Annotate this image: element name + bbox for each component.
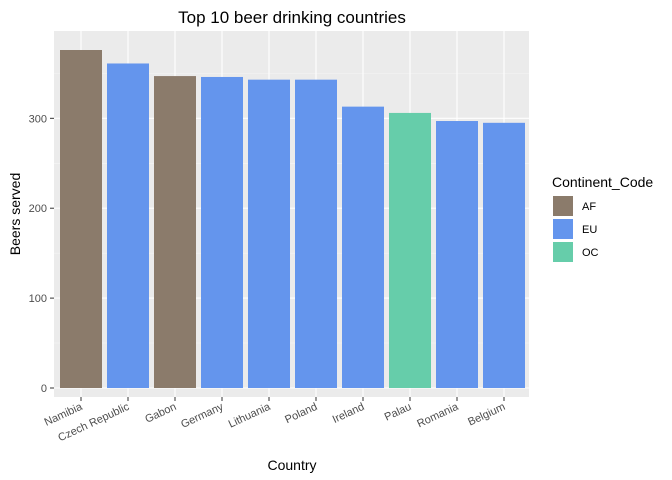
bars-group xyxy=(60,50,525,389)
legend-key-af xyxy=(553,196,573,216)
x-tick-label: Belgium xyxy=(466,401,507,429)
bar-czech-republic xyxy=(107,63,149,389)
y-tick-label: 200 xyxy=(29,203,47,215)
x-tick-label: Lithuania xyxy=(227,400,273,430)
y-tick-label: 100 xyxy=(29,293,47,305)
bar-belgium xyxy=(483,122,525,388)
bar-namibia xyxy=(60,50,102,388)
legend-label-oc: OC xyxy=(582,247,599,259)
x-tick-label: Gabon xyxy=(143,401,178,426)
legend-label-eu: EU xyxy=(582,224,597,236)
y-tick-label: 0 xyxy=(41,383,47,395)
y-axis-title: Beers served xyxy=(7,173,23,255)
bar-romania xyxy=(436,121,478,388)
x-tick-label: Germany xyxy=(179,401,226,431)
bar-palau xyxy=(389,112,431,388)
legend-title: Continent_Code xyxy=(552,174,653,190)
bar-germany xyxy=(201,76,243,389)
x-tick-label: Palau xyxy=(383,401,414,424)
legend: Continent_Code AF EU OC xyxy=(552,174,653,262)
y-axis: 0 100 200 300 xyxy=(29,113,54,395)
legend-key-eu xyxy=(553,219,573,239)
bar-ireland xyxy=(342,106,384,388)
bar-gabon xyxy=(154,76,196,388)
x-axis-title: Country xyxy=(267,457,316,473)
y-tick-label: 300 xyxy=(29,113,47,125)
bar-lithuania xyxy=(248,79,290,389)
x-tick-label: Poland xyxy=(283,401,319,426)
x-tick-label: Romania xyxy=(415,400,461,430)
legend-key-oc xyxy=(553,242,573,262)
x-tick-label: Ireland xyxy=(331,401,367,426)
bar-poland xyxy=(295,79,337,389)
legend-label-af: AF xyxy=(582,201,596,213)
chart-title: Top 10 beer drinking countries xyxy=(178,8,406,27)
